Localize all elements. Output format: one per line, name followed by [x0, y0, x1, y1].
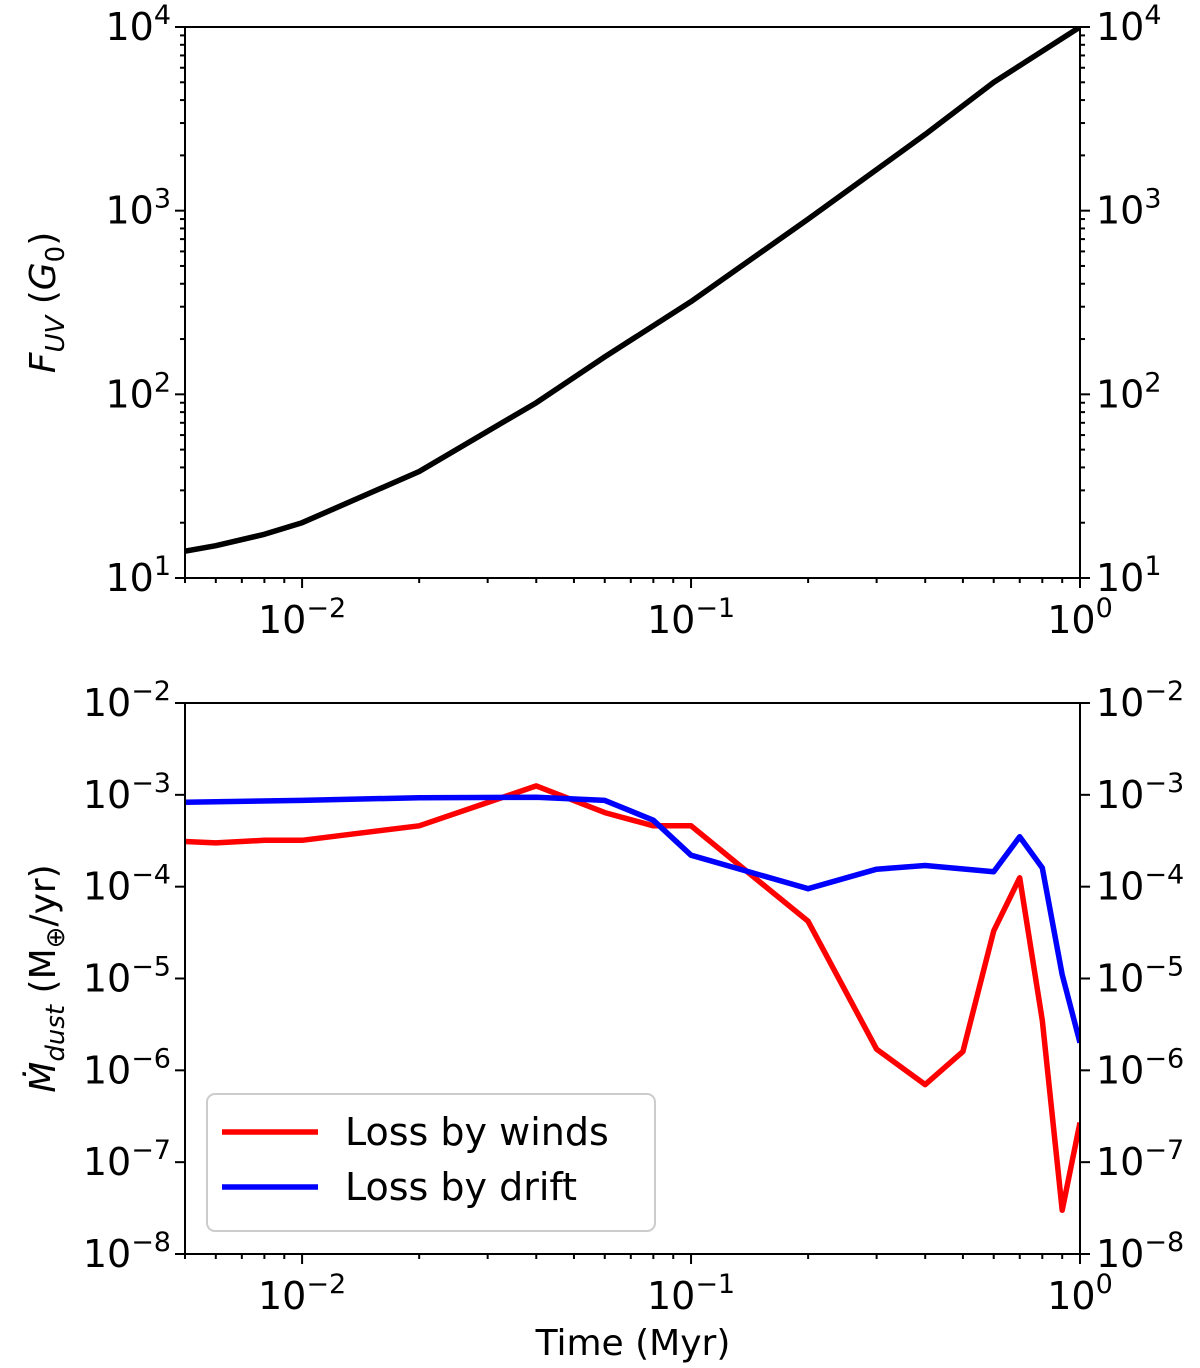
y-tick-label: 102 — [105, 367, 171, 416]
y-right-tick-label: 10−4 — [1096, 860, 1184, 909]
y-tick-label: 10−3 — [83, 768, 171, 817]
legend-label: Loss by winds — [345, 1110, 609, 1154]
y-right-tick-label: 10−6 — [1096, 1043, 1184, 1092]
x-tick-label: 10−1 — [647, 593, 735, 642]
y-axis-label: FUV (G0) — [23, 232, 71, 374]
y-right-tick-label: 102 — [1096, 367, 1162, 416]
y-tick-label: 103 — [105, 184, 171, 233]
series-line-loss-by-drift — [185, 794, 1080, 1044]
plot-frame — [184, 26, 1081, 579]
y-tick-label: 101 — [105, 551, 171, 600]
y-tick-label: 10−2 — [83, 676, 171, 725]
y-right-tick-label: 103 — [1096, 184, 1162, 233]
x-tick-label: 10−2 — [258, 593, 346, 642]
y-right-tick-label: 10−3 — [1096, 768, 1184, 817]
y-tick-label: 10−5 — [83, 952, 171, 1001]
y-right-tick-label: 10−7 — [1096, 1135, 1184, 1184]
legend-label: Loss by drift — [345, 1165, 577, 1209]
y-right-tick-label: 10−5 — [1096, 952, 1184, 1001]
legend: Loss by winds Loss by drift — [206, 1093, 656, 1232]
x-tick-label: 100 — [1047, 593, 1113, 642]
y-tick-label: 10−6 — [83, 1043, 171, 1092]
x-axis-label: Time (Myr) — [535, 1323, 731, 1364]
y-tick-label: 10−7 — [83, 1135, 171, 1184]
y-right-tick-label: 101 — [1096, 551, 1162, 600]
y-right-tick-label: 104 — [1096, 0, 1162, 49]
y-right-tick-label: 10−8 — [1096, 1227, 1184, 1276]
x-tick-label: 100 — [1047, 1269, 1113, 1318]
x-tick-label: 10−1 — [647, 1269, 735, 1318]
x-tick-label: 10−2 — [258, 1269, 346, 1318]
y-tick-label: 10−8 — [83, 1227, 171, 1276]
legend-box — [206, 1093, 656, 1232]
y-axis-label: Ṁdust (M⊕/yr) — [22, 864, 71, 1092]
y-tick-label: 104 — [105, 0, 171, 49]
series-line-0 — [185, 27, 1080, 554]
y-tick-label: 10−4 — [83, 860, 171, 909]
y-right-tick-label: 10−2 — [1096, 676, 1184, 725]
